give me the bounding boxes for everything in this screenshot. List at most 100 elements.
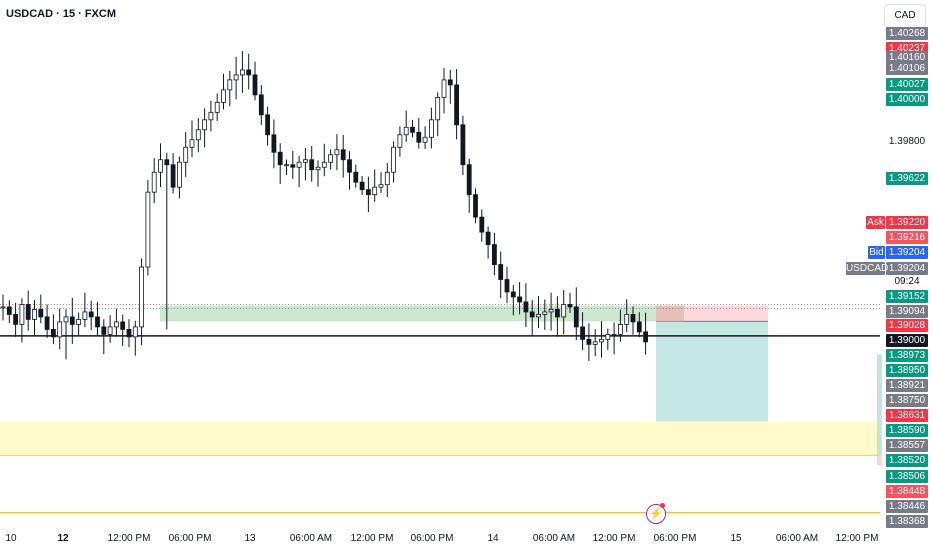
time-label: 06:00 AM <box>775 533 819 544</box>
candle-body <box>88 311 94 318</box>
candle-body <box>536 314 541 318</box>
candle-body <box>611 333 617 336</box>
candle-body <box>454 84 460 126</box>
candle-body <box>32 309 37 320</box>
candle-body <box>44 316 50 330</box>
candle-body <box>265 114 271 136</box>
candle-body <box>296 161 302 168</box>
candle-body <box>334 149 340 156</box>
price-label: 1.38557 <box>886 439 928 452</box>
candle-body <box>359 181 365 191</box>
bottom-zone <box>0 511 880 516</box>
candle-body <box>120 321 126 330</box>
candle-body <box>542 311 548 315</box>
price-label: 1.40268 <box>886 27 928 40</box>
time-label: 13 <box>244 533 256 544</box>
time-label: 12:00 PM <box>107 533 151 544</box>
price-label: 1.38950 <box>886 364 928 377</box>
time-label: 06:00 AM <box>532 533 576 544</box>
candle-body <box>391 146 397 173</box>
candle-body <box>246 69 252 76</box>
candle-body <box>466 164 472 196</box>
ask-tag: Ask <box>866 216 885 229</box>
candle-body <box>410 126 415 133</box>
candle-body <box>25 304 31 320</box>
candle-body <box>114 321 119 328</box>
candle-body <box>599 338 604 343</box>
symbol-title: USDCAD · 15 · FXCM <box>6 8 117 20</box>
candle-body <box>290 164 296 168</box>
candle-body <box>0 306 6 309</box>
candle-body <box>586 338 592 345</box>
candle-body <box>491 244 497 265</box>
time-label: 06:00 AM <box>289 533 333 544</box>
candle-body <box>57 321 63 338</box>
price-label: 1.38973 <box>886 349 928 362</box>
candle-body <box>139 266 145 328</box>
candle-body <box>126 328 132 338</box>
candle-body <box>378 184 384 188</box>
candle-body <box>189 139 195 148</box>
price-label: 1.40000 <box>886 93 928 106</box>
candle-body <box>353 171 359 183</box>
candle-body <box>340 149 346 161</box>
support-zone <box>0 421 880 456</box>
price-label: 1.39800 <box>888 136 926 147</box>
candle-body <box>403 126 409 136</box>
price-label: 1.40106 <box>886 62 928 75</box>
candle-body <box>624 314 630 325</box>
price-label: 1.38631 <box>886 409 928 422</box>
candle-body <box>214 101 220 113</box>
candle-body <box>485 231 491 245</box>
price-scale-range-top <box>877 354 882 457</box>
candle-body <box>284 164 289 167</box>
time-label: 12 <box>57 533 69 544</box>
candle-body <box>517 296 522 303</box>
candle-body <box>309 159 315 171</box>
candle-body <box>63 316 69 323</box>
price-label: 1.38921 <box>886 379 928 392</box>
candle-body <box>176 161 182 188</box>
price-label: 1.39220 <box>886 216 928 229</box>
flash-icon[interactable]: ⚡ <box>646 504 666 524</box>
candle-body <box>202 119 208 131</box>
currency-button[interactable]: CAD <box>884 4 926 28</box>
price-label: 1.38446 <box>886 500 928 513</box>
price-label: 1.38368 <box>886 515 928 528</box>
time-label: 12:00 PM <box>835 533 879 544</box>
candle-body <box>428 119 434 138</box>
candle-body <box>158 159 163 173</box>
candle-body <box>271 134 277 153</box>
candle-body <box>504 279 510 293</box>
time-label: 12:00 PM <box>350 533 394 544</box>
candle-body <box>183 146 189 163</box>
candle-body <box>523 301 529 313</box>
bid-tag: Bid <box>868 246 885 259</box>
price-label: 1.38590 <box>886 424 928 437</box>
candle-body <box>548 309 554 313</box>
candle-body <box>328 154 334 163</box>
price-label: 1.39204 <box>886 246 928 259</box>
candle-body <box>38 309 44 318</box>
candle-body <box>51 328 56 338</box>
symbol-price-tag: USDCAD <box>846 262 889 275</box>
candle-body <box>19 304 25 325</box>
price-scale-range-bottom <box>877 456 882 466</box>
candle-body <box>618 324 623 335</box>
candle-body <box>365 189 371 196</box>
price-label: 1.40160 <box>886 51 928 64</box>
time-label: 15 <box>730 533 742 544</box>
candle-body <box>447 79 453 86</box>
time-label: 12:00 PM <box>592 533 636 544</box>
candle-body <box>277 151 283 166</box>
candle-body <box>132 326 138 338</box>
time-label: 06:00 PM <box>410 533 454 544</box>
price-label: 1.39622 <box>886 172 928 185</box>
candle-body <box>510 291 516 298</box>
price-label: 1.39204 <box>886 262 928 275</box>
price-label: 1.38506 <box>886 470 928 483</box>
candle-body <box>321 161 327 168</box>
candle-body <box>384 171 390 186</box>
price-label: 1.39094 <box>886 305 928 318</box>
